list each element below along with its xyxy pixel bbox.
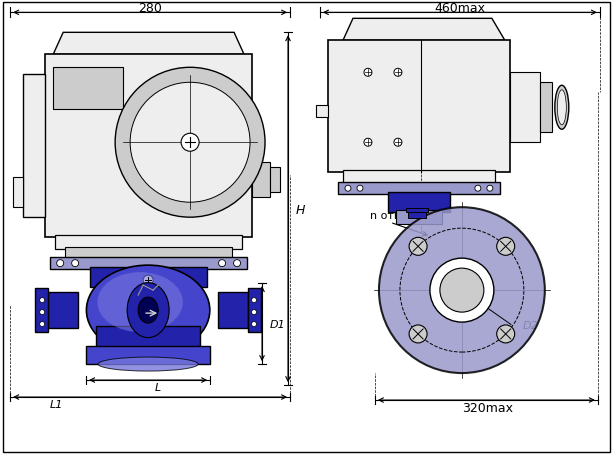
Ellipse shape xyxy=(86,266,210,355)
Circle shape xyxy=(497,238,515,256)
Bar xyxy=(86,346,210,364)
Bar xyxy=(406,209,428,213)
Circle shape xyxy=(56,260,64,267)
Text: H: H xyxy=(296,203,305,216)
Circle shape xyxy=(345,186,351,192)
Text: D2: D2 xyxy=(523,320,539,330)
Bar xyxy=(48,293,78,329)
Bar xyxy=(388,193,450,213)
Circle shape xyxy=(130,83,250,203)
Circle shape xyxy=(487,186,493,192)
Circle shape xyxy=(40,322,45,327)
Bar xyxy=(23,75,45,217)
Bar xyxy=(338,183,500,195)
Circle shape xyxy=(219,260,226,267)
Text: 460max: 460max xyxy=(435,2,485,15)
Bar xyxy=(396,211,442,225)
Bar xyxy=(408,211,426,219)
Circle shape xyxy=(430,258,494,323)
Bar xyxy=(65,248,232,259)
Bar xyxy=(248,288,261,332)
Bar xyxy=(50,258,247,269)
Bar xyxy=(90,268,207,288)
Ellipse shape xyxy=(555,86,569,130)
Ellipse shape xyxy=(557,91,566,126)
Text: n отв. d: n отв. d xyxy=(370,211,414,221)
Ellipse shape xyxy=(97,273,183,332)
Circle shape xyxy=(364,69,372,77)
Text: D1: D1 xyxy=(270,319,286,329)
Bar xyxy=(100,285,197,299)
Bar xyxy=(270,168,280,193)
Bar xyxy=(316,106,328,118)
Polygon shape xyxy=(343,19,505,41)
Bar xyxy=(105,298,192,313)
Bar xyxy=(35,288,48,332)
Circle shape xyxy=(475,186,481,192)
Bar xyxy=(45,55,252,238)
Text: L1: L1 xyxy=(50,399,64,409)
Circle shape xyxy=(394,139,402,147)
Bar xyxy=(218,293,248,329)
Circle shape xyxy=(40,298,45,303)
Bar xyxy=(540,83,552,133)
Bar xyxy=(53,68,123,110)
Ellipse shape xyxy=(127,283,169,338)
Circle shape xyxy=(357,186,363,192)
Circle shape xyxy=(251,322,256,327)
Ellipse shape xyxy=(138,298,158,324)
Circle shape xyxy=(364,139,372,147)
Ellipse shape xyxy=(98,357,198,371)
Text: 320max: 320max xyxy=(462,401,513,414)
Circle shape xyxy=(409,325,427,343)
Bar xyxy=(343,171,495,185)
Bar xyxy=(252,163,270,198)
Circle shape xyxy=(115,68,265,217)
Bar xyxy=(55,236,242,250)
Text: L: L xyxy=(155,382,161,392)
Circle shape xyxy=(143,276,153,285)
Circle shape xyxy=(409,238,427,256)
Circle shape xyxy=(394,69,402,77)
Circle shape xyxy=(181,134,199,152)
Circle shape xyxy=(72,260,78,267)
Circle shape xyxy=(234,260,240,267)
Bar xyxy=(96,326,200,349)
Bar xyxy=(510,73,540,143)
Circle shape xyxy=(440,268,484,313)
Circle shape xyxy=(40,310,45,315)
Bar xyxy=(13,178,23,208)
Text: 280: 280 xyxy=(138,2,162,15)
Circle shape xyxy=(497,325,515,343)
Bar xyxy=(328,41,510,173)
Polygon shape xyxy=(53,33,244,55)
Circle shape xyxy=(251,310,256,315)
Circle shape xyxy=(379,208,545,373)
Circle shape xyxy=(251,298,256,303)
